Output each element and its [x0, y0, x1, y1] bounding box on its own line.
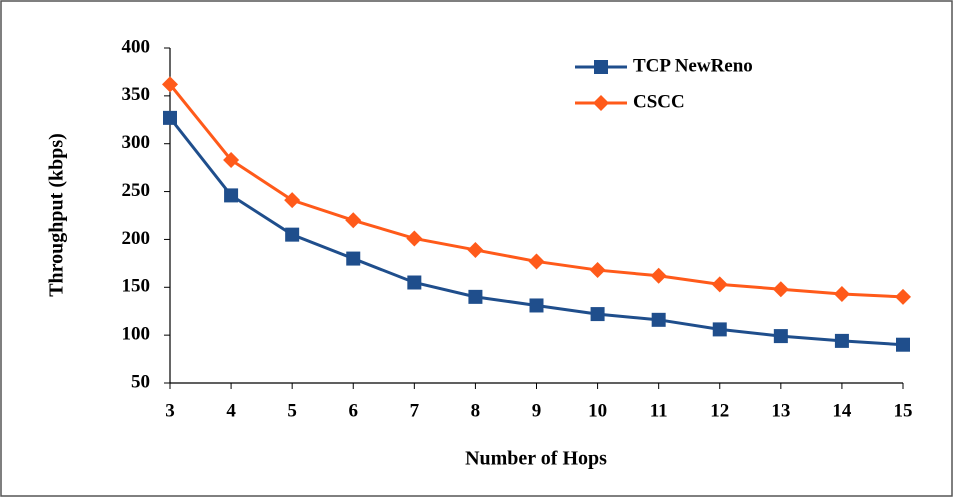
marker: [834, 333, 849, 348]
x-tick-label: 14: [832, 400, 852, 421]
x-tick-label: 4: [226, 400, 236, 421]
x-tick-label: 12: [710, 400, 729, 421]
y-tick-label: 350: [122, 84, 151, 105]
x-tick-label: 5: [287, 400, 297, 421]
marker: [163, 110, 177, 125]
marker: [650, 267, 667, 284]
legend-label: CSCC: [633, 91, 685, 112]
marker: [895, 288, 911, 305]
x-axis-title: Number of Hops: [465, 448, 607, 470]
x-tick-label: 3: [165, 400, 175, 421]
marker: [712, 322, 727, 337]
y-tick-label: 400: [122, 36, 151, 57]
marker: [406, 230, 423, 247]
x-tick-label: 13: [771, 400, 790, 421]
marker: [468, 289, 483, 304]
marker: [711, 276, 728, 293]
y-tick-label: 50: [131, 371, 150, 392]
x-tick-label: 7: [410, 400, 420, 421]
marker: [284, 192, 301, 209]
marker: [285, 227, 300, 242]
y-tick-label: 100: [122, 324, 151, 345]
y-tick-label: 300: [122, 132, 151, 153]
x-tick-label: 9: [532, 400, 542, 421]
marker: [590, 307, 605, 322]
marker: [773, 329, 788, 344]
marker: [223, 151, 240, 168]
marker: [528, 253, 545, 270]
legend-marker: [593, 95, 609, 111]
x-tick-label: 11: [650, 400, 668, 421]
y-tick-label: 250: [122, 180, 151, 201]
marker: [896, 337, 910, 352]
marker: [346, 251, 361, 266]
marker: [833, 285, 850, 302]
x-tick-label: 6: [349, 400, 359, 421]
marker: [345, 212, 362, 229]
marker: [589, 262, 606, 279]
legend-marker: [594, 60, 608, 74]
marker: [162, 76, 178, 93]
marker: [772, 281, 789, 298]
x-tick-label: 15: [894, 400, 913, 421]
marker: [224, 188, 239, 203]
y-tick-label: 200: [122, 228, 151, 249]
marker: [651, 312, 666, 327]
x-tick-label: 8: [471, 400, 481, 421]
x-tick-label: 10: [588, 400, 607, 421]
marker: [467, 241, 484, 258]
marker: [529, 298, 544, 313]
marker: [407, 275, 422, 290]
legend-label: TCP NewReno: [633, 55, 753, 76]
y-tick-label: 150: [122, 276, 151, 297]
y-axis-title: Throughput (kbps): [46, 133, 68, 297]
